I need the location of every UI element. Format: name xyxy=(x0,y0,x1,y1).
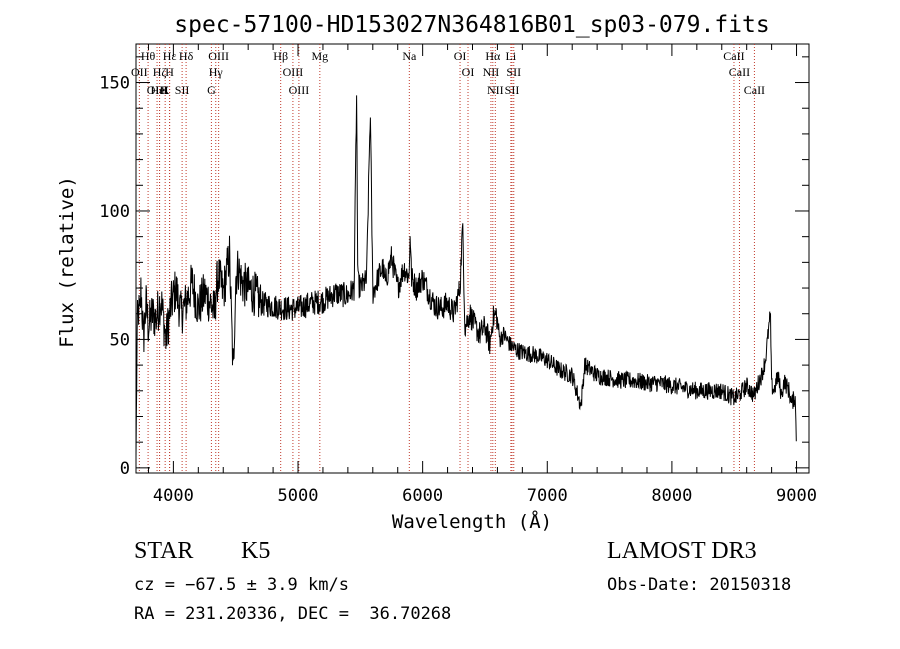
line-label-13: Hβ xyxy=(273,49,288,63)
y-tick-label-150: 150 xyxy=(99,74,130,94)
y-axis-label: Flux (relative) xyxy=(56,176,78,348)
survey-name: LAMOST DR3 xyxy=(607,538,757,564)
line-label-7: H xyxy=(165,65,174,79)
flux-series-line xyxy=(135,95,797,458)
line-label-17: Na xyxy=(402,49,417,63)
line-label-3: Hε xyxy=(163,49,177,63)
line-label-6: K xyxy=(161,83,170,97)
y-axis-ticks: 0 50 100 150 xyxy=(99,56,809,479)
line-label-20: Hα xyxy=(485,49,501,63)
line-label-19: OI xyxy=(462,65,475,79)
line-label-22: NII xyxy=(487,83,504,97)
x-axis-label: Wavelength (Å) xyxy=(392,510,552,533)
object-class: STAR xyxy=(134,538,194,564)
x-tick-label-8000: 8000 xyxy=(651,486,692,506)
x-tick-label-9000: 9000 xyxy=(776,486,817,506)
x-tick-label-6000: 6000 xyxy=(402,486,443,506)
x-tick-label-5000: 5000 xyxy=(278,486,319,506)
coordinates: RA = 231.20336, DEC = 36.70268 xyxy=(134,604,452,624)
x-tick-label-4000: 4000 xyxy=(153,486,194,506)
line-label-8: Hδ xyxy=(179,49,194,63)
line-label-24: SII xyxy=(505,83,520,97)
line-label-12: G xyxy=(207,83,216,97)
line-label-4: Hζ xyxy=(153,65,167,79)
line-label-15: OIII xyxy=(289,83,310,97)
line-label-10: OIII xyxy=(208,49,229,63)
line-label-25: SII xyxy=(506,65,521,79)
line-label-9: SII xyxy=(175,83,190,97)
line-label-1: OII xyxy=(131,65,148,79)
object-subclass: K5 xyxy=(241,538,271,564)
chart-title: spec-57100-HD153027N364816B01_sp03-079.f… xyxy=(174,12,769,38)
redshift-velocity: cz = −67.5 ± 3.9 km/s xyxy=(134,575,349,595)
y-tick-label-0: 0 xyxy=(120,459,130,479)
observation-date: Obs-Date: 20150318 xyxy=(607,575,792,595)
line-label-5: HeI xyxy=(151,83,169,97)
x-tick-label-7000: 7000 xyxy=(527,486,568,506)
line-label-21: NII xyxy=(483,65,500,79)
line-label-16: Mg xyxy=(311,49,328,63)
line-label-18: OI xyxy=(454,49,467,63)
line-label-14: OIII xyxy=(283,65,304,79)
line-label-0: Hθ xyxy=(141,49,156,63)
spectral-line-markers xyxy=(138,44,755,473)
line-label-23: Li xyxy=(506,49,517,63)
x-axis-ticks: 4000 5000 6000 7000 8000 9000 xyxy=(147,44,817,506)
line-label-11: Hγ xyxy=(209,65,224,79)
line-label-26: CaII xyxy=(723,49,744,63)
line-label-2: OIII xyxy=(147,83,168,97)
y-tick-label-50: 50 xyxy=(110,330,130,350)
y-tick-label-100: 100 xyxy=(99,202,130,222)
plot-frame xyxy=(135,43,810,474)
line-label-27: CaII xyxy=(729,65,750,79)
line-label-28: CaII xyxy=(744,83,765,97)
